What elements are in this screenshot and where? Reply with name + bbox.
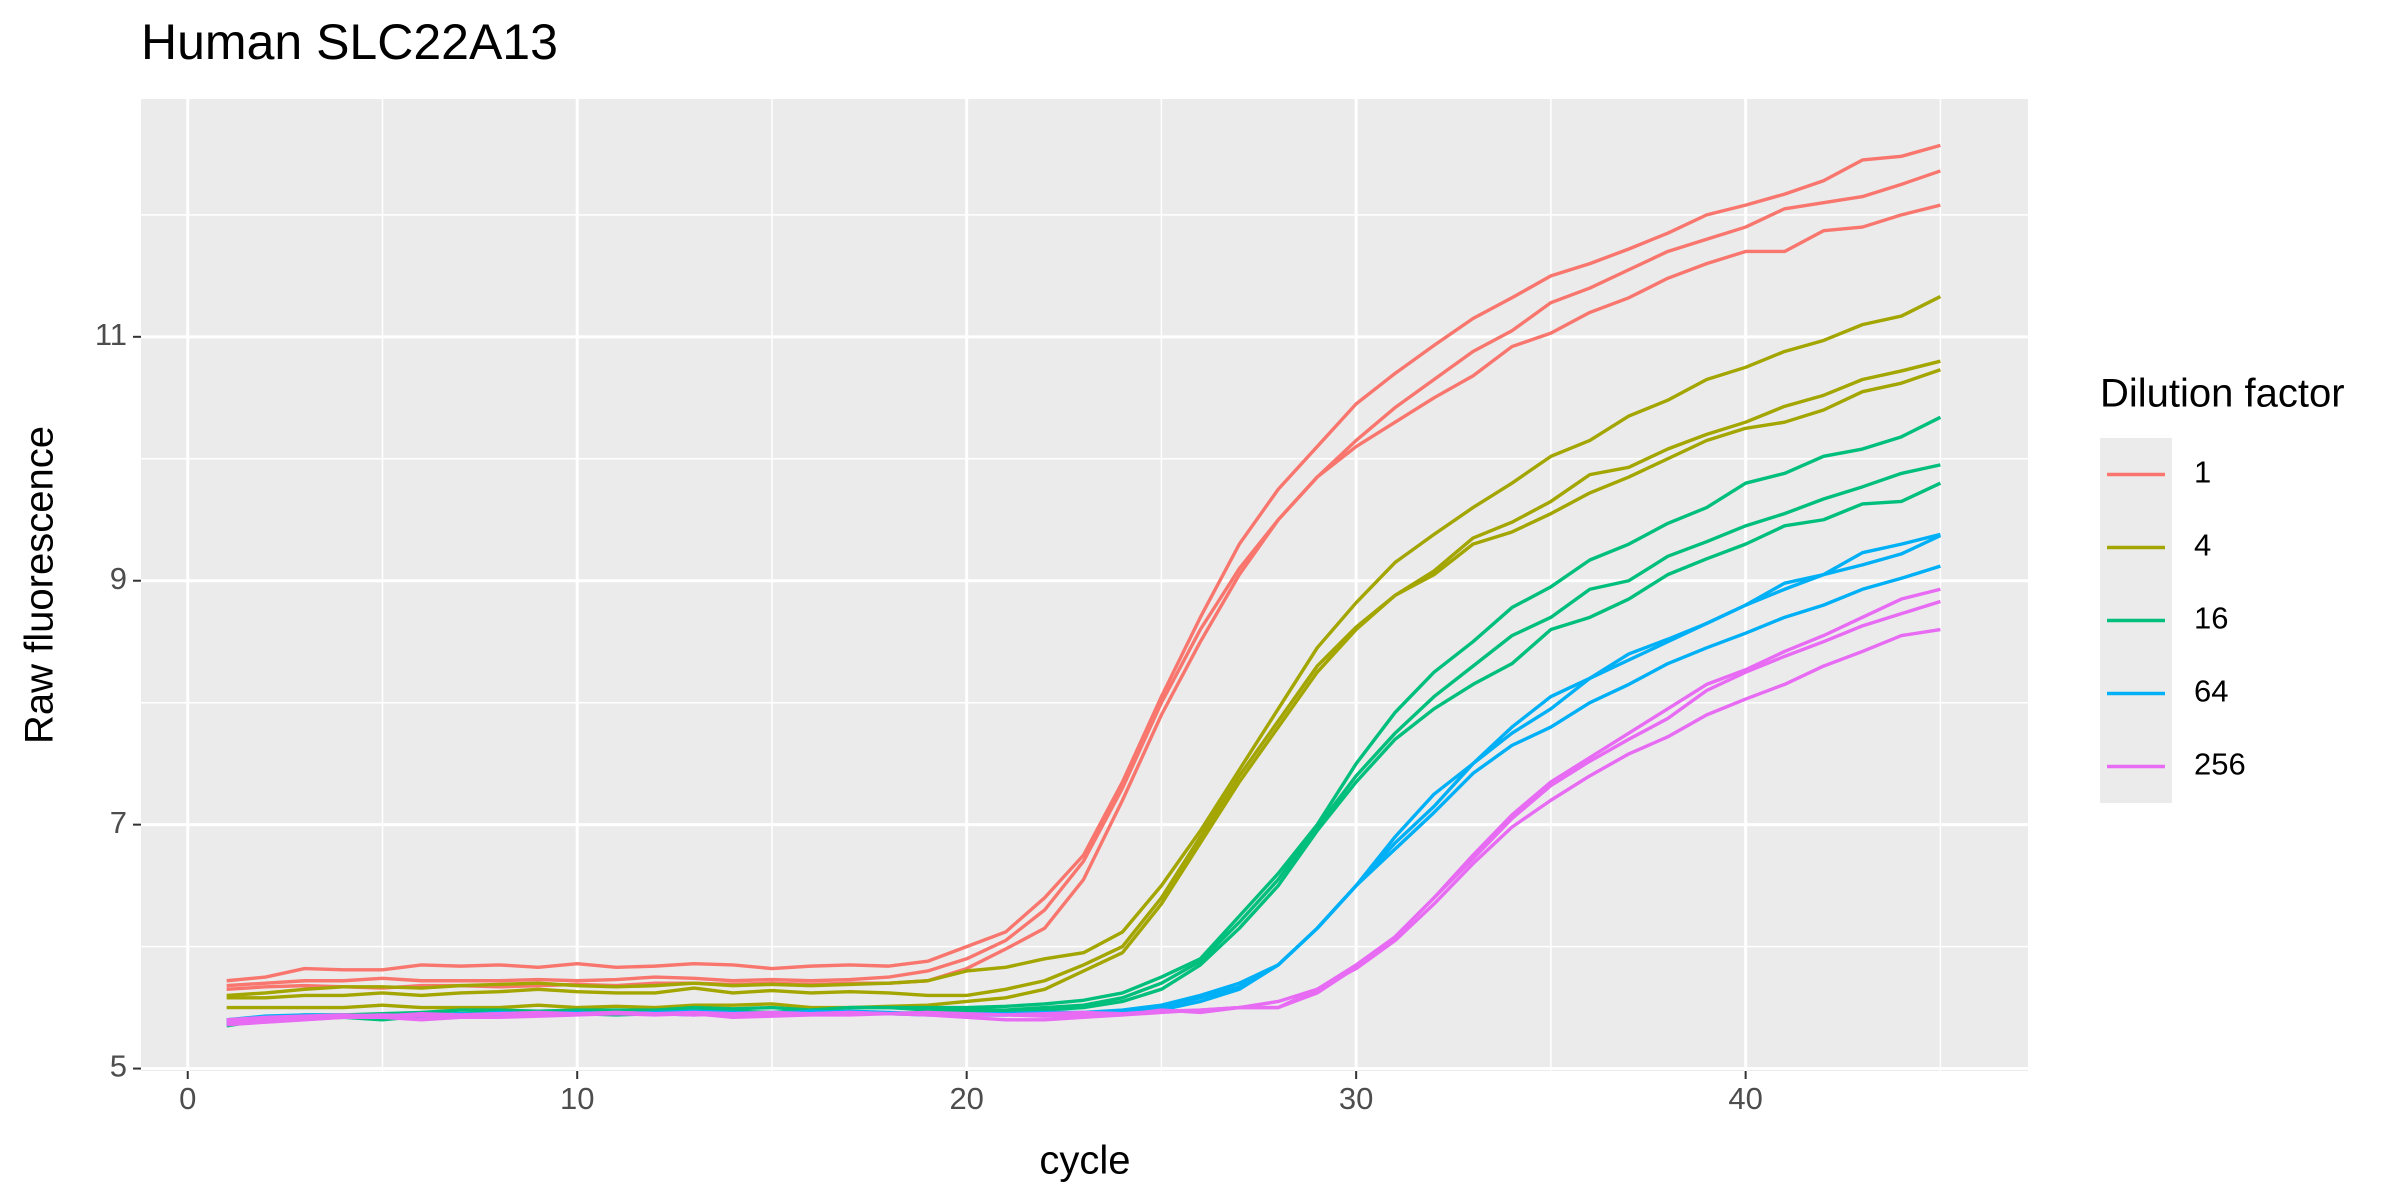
legend-label: 64: [2194, 674, 2228, 709]
legend-label: 4: [2194, 528, 2211, 563]
x-tick-label: 40: [1728, 1081, 1762, 1116]
data-line: [226, 169, 1941, 988]
plot-area: [141, 99, 2028, 1071]
data-line: [226, 203, 1941, 991]
y-axis-title: Raw fluorescence: [18, 426, 62, 744]
x-tick-label: 30: [1339, 1081, 1373, 1116]
legend-label: 16: [2194, 601, 2228, 636]
x-tick-label: 20: [949, 1081, 983, 1116]
chart-title: Human SLC22A13: [141, 14, 558, 70]
legend-label: 1: [2194, 455, 2211, 490]
data-line: [226, 143, 1941, 983]
data-line: [226, 415, 1942, 1022]
y-tick-label: 5: [110, 1049, 127, 1084]
data-line: [226, 587, 1941, 1027]
data-line: [226, 359, 1941, 1000]
legend-title: Dilution factor: [2100, 372, 2345, 416]
data-line: [226, 368, 1941, 1010]
x-tick-label: 0: [179, 1081, 196, 1116]
y-tick-label: 7: [110, 805, 127, 840]
legend-label: 256: [2194, 747, 2246, 782]
y-tick-label: 11: [95, 317, 127, 352]
y-tick-label: 9: [110, 561, 127, 596]
data-line: [226, 295, 1942, 998]
x-axis-title: cycle: [1039, 1139, 1130, 1183]
data-line: [226, 627, 1941, 1022]
x-tick-label: 10: [560, 1081, 594, 1116]
